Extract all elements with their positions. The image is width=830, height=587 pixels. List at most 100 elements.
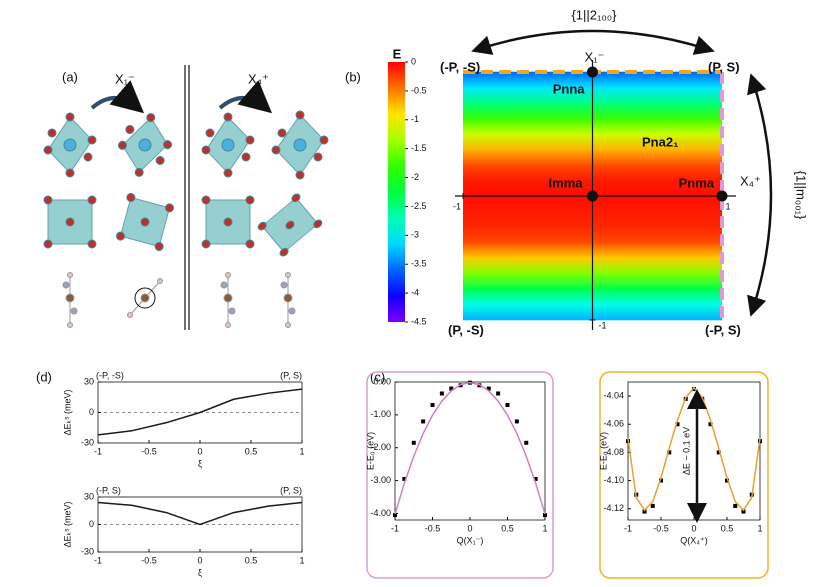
data-point [496, 391, 501, 396]
colorbar-label: E [393, 46, 402, 61]
y-axis-label: E-E₀ (eV) [598, 432, 608, 470]
plot-area [627, 381, 761, 521]
colorbar-tick-label: 0 [411, 56, 416, 66]
operation-arrow [747, 73, 773, 317]
y-tick-label: 0 [89, 519, 94, 529]
data-point [642, 509, 647, 514]
x-axis-label: Q(X₁⁻) [457, 535, 484, 545]
x-tick-label: -1 [94, 446, 102, 456]
phase-point [716, 190, 728, 202]
x-tick-label: 1 [299, 446, 304, 456]
y-tick-label: -2.00 [370, 442, 391, 452]
transform-arrow [218, 80, 273, 114]
data-point [439, 391, 444, 396]
colorbar-tick-label: -4 [411, 287, 419, 297]
data-point [411, 440, 416, 445]
y-tick-label: -4.10 [603, 475, 624, 485]
colorbar-tick-label: -2 [411, 172, 419, 182]
y-tick-label: -1 [599, 320, 607, 330]
data-point [533, 476, 538, 481]
data-line [97, 501, 303, 526]
data-line [394, 381, 546, 515]
panel-frame [366, 371, 554, 579]
y-tick-label: 0 [89, 407, 94, 417]
colorbar-tick-label: -2.5 [411, 201, 427, 211]
operation-label: {1||2₁₀₀} [571, 7, 617, 22]
x-tick-label: -1 [94, 555, 102, 565]
x-tick-label: 0.5 [721, 523, 734, 533]
y-tick-label: -30 [81, 437, 94, 447]
data-line [627, 386, 761, 512]
colorbar-tick-label: -4.5 [411, 316, 427, 326]
phase-label: Pnna [553, 81, 586, 96]
panel-label: (b) [345, 69, 361, 84]
transform-arrow [90, 80, 145, 114]
y-axis-label: X₁⁻ [585, 49, 605, 64]
y-tick-label: -4.06 [603, 419, 624, 429]
y-tick-label: -4.04 [603, 390, 624, 400]
y-tick-label: 0.00 [373, 376, 391, 386]
y-tick-label: 30 [84, 491, 94, 501]
y-axis-label: E-E₀ (eV) [365, 432, 375, 470]
y-tick-label: -3.00 [370, 475, 391, 485]
corner-label: (-P, S) [96, 485, 121, 495]
data-point [741, 509, 746, 514]
corner-label: (-P, -S) [440, 59, 480, 74]
data-point [393, 513, 397, 518]
colorbar-tick-label: -3.5 [411, 259, 427, 269]
phase-point [587, 190, 598, 202]
x-axis-label: ξ [198, 458, 202, 468]
data-point [449, 386, 454, 391]
corner-label: (P, -S) [448, 322, 484, 337]
data-point [421, 419, 426, 424]
phase-point [587, 66, 598, 78]
x-axis-label: ξ [198, 567, 202, 577]
x-tick-label: -1 [391, 523, 399, 533]
phase-label: Pnma [679, 175, 715, 190]
x-tick-label: 1 [542, 523, 547, 533]
plot-area [394, 381, 546, 521]
x-axis-label: X₄⁺ [740, 173, 761, 188]
mode-label: X₄⁺ [248, 71, 269, 86]
x-tick-label: 1 [299, 555, 304, 565]
panel-label: (a) [62, 69, 78, 84]
phase-label: Imma [549, 175, 584, 190]
x-tick-label: -0.5 [653, 523, 669, 533]
data-point [733, 503, 738, 508]
panel-label: (d) [36, 369, 52, 384]
x-tick-label: -1 [624, 523, 632, 533]
y-axis-label: ΔEₖˢ (meV) [62, 502, 72, 548]
operation-label: {1||m₀₀₁} [794, 171, 809, 220]
y-axis-label: ΔEₖˢ (meV) [62, 390, 72, 436]
data-point [667, 450, 672, 455]
corner-label: (-P, S) [705, 322, 741, 337]
corner-label: (-P, -S) [96, 370, 124, 380]
y-tick-label: -1.00 [370, 409, 391, 419]
y-tick-label: 30 [84, 376, 94, 386]
x-tick-label: 0 [197, 555, 202, 565]
corner-label: (P, S) [280, 370, 302, 380]
x-tick-label: -0.5 [425, 523, 441, 533]
x-tick-label: 0 [197, 446, 202, 456]
x-axis-label: Q(X₄⁺) [680, 535, 707, 545]
x-tick-label: 0.5 [245, 555, 258, 565]
data-point [716, 450, 721, 455]
x-tick-label: 1 [725, 201, 730, 211]
x-tick-label: 1 [757, 523, 762, 533]
y-tick-label: -4.00 [370, 508, 391, 518]
colorbar [388, 62, 405, 322]
panel-frame [599, 371, 769, 579]
x-tick-label: 0 [467, 523, 472, 533]
x-tick-label: 0 [691, 523, 696, 533]
data-point [675, 422, 680, 427]
colorbar-tick-label: -1 [411, 114, 419, 124]
colorbar-tick-label: -0.5 [411, 85, 427, 95]
x-tick-label: -0.5 [141, 446, 157, 456]
operation-arrow [471, 29, 715, 55]
colorbar-tick-label: -1.5 [411, 143, 427, 153]
data-point [543, 513, 547, 518]
data-line [97, 388, 303, 436]
x-tick-label: -1 [453, 201, 461, 211]
y-tick-label: -4.12 [603, 503, 624, 513]
x-tick-label: 0.5 [245, 446, 258, 456]
